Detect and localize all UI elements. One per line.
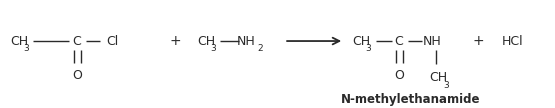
Text: O: O <box>72 69 82 82</box>
Text: +: + <box>473 34 484 48</box>
Text: Cl: Cl <box>106 35 118 48</box>
Text: C: C <box>72 35 81 48</box>
Text: CH: CH <box>197 35 215 48</box>
Text: N-methylethanamide: N-methylethanamide <box>341 93 481 106</box>
Text: NH: NH <box>236 35 255 48</box>
Text: NH: NH <box>423 35 442 48</box>
Text: HCl: HCl <box>502 35 523 48</box>
Text: 2: 2 <box>258 44 263 53</box>
Text: O: O <box>394 69 404 82</box>
Text: 3: 3 <box>23 44 29 53</box>
Text: CH: CH <box>430 71 448 84</box>
Text: CH: CH <box>352 35 371 48</box>
Text: 3: 3 <box>443 81 448 90</box>
Text: CH: CH <box>10 35 28 48</box>
Text: +: + <box>169 34 180 48</box>
Text: 3: 3 <box>210 44 216 53</box>
Text: 3: 3 <box>366 44 371 53</box>
Text: C: C <box>394 35 403 48</box>
